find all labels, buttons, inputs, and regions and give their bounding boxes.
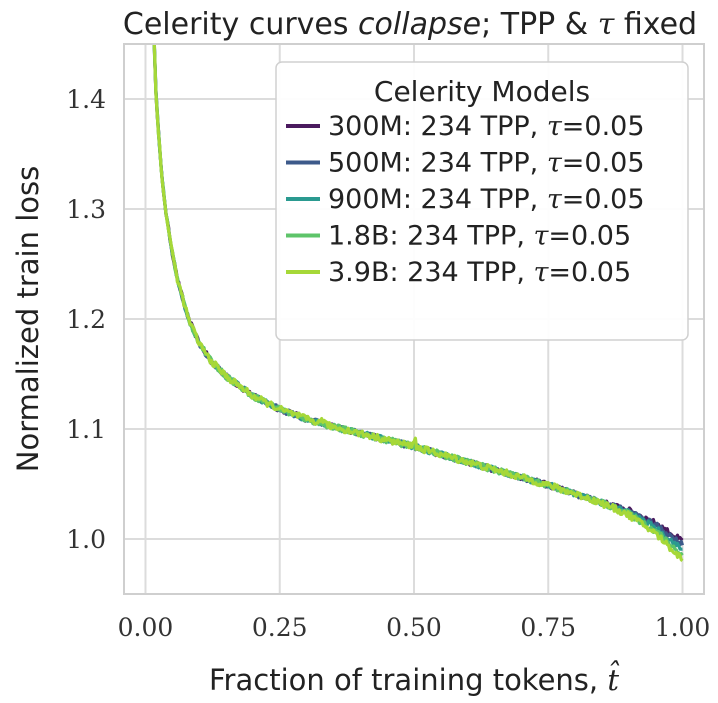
series-line — [152, 44, 684, 563]
x-axis-label: Fraction of training tokens, t̂ — [209, 660, 619, 697]
legend-entry-label: 300M: 234 TPP, τ=0.05 — [328, 111, 645, 142]
y-tick-label: 1.0 — [66, 525, 106, 554]
y-axis-label: Normalized train loss — [11, 166, 45, 472]
legend-entry-label: 500M: 234 TPP, τ=0.05 — [328, 148, 645, 179]
x-tick-label: 0.50 — [386, 613, 442, 642]
legend-entry-label: 1.8B: 234 TPP, τ=0.05 — [328, 221, 631, 252]
chart-title: Celerity curves collapse; TPP & τ fixed — [123, 7, 697, 42]
x-tick-label: 0.75 — [520, 613, 576, 642]
y-tick-label: 1.3 — [66, 195, 106, 224]
x-axis-ticks: 0.00 0.25 0.50 0.75 1.00 — [118, 613, 711, 642]
legend: Celerity Models 300M: 234 TPP, τ=0.05 500… — [275, 61, 689, 341]
y-tick-label: 1.4 — [66, 85, 106, 114]
legend-entry-label: 900M: 234 TPP, τ=0.05 — [328, 184, 645, 215]
y-tick-label: 1.2 — [66, 305, 106, 334]
legend-entry-label: 3.9B: 234 TPP, τ=0.05 — [328, 257, 631, 288]
x-tick-label: 1.00 — [655, 613, 711, 642]
legend-box — [275, 61, 689, 341]
series-lines — [152, 44, 685, 563]
legend-title: Celerity Models — [374, 75, 590, 108]
x-tick-label: 0.00 — [118, 613, 174, 642]
y-axis-ticks: 1.0 1.1 1.2 1.3 1.4 — [66, 85, 106, 554]
plot-frame — [123, 43, 705, 595]
x-tick-label: 0.25 — [252, 613, 308, 642]
y-tick-label: 1.1 — [66, 415, 106, 444]
